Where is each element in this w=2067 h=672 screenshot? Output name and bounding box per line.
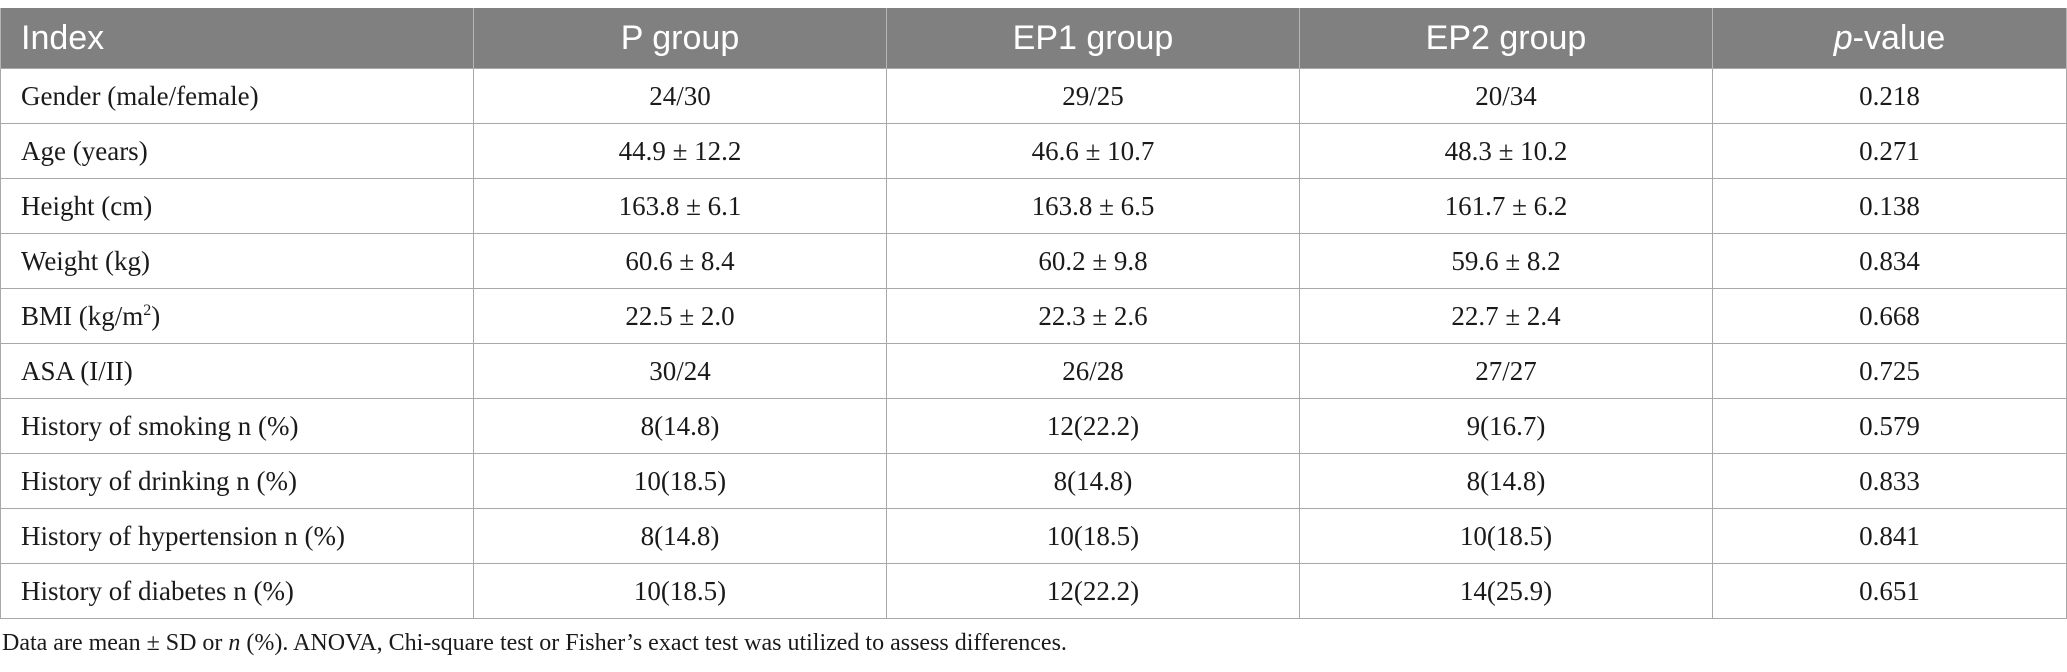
ep2-group-cell: 9(16.7)	[1299, 398, 1713, 454]
row-index-cell: BMI (kg/m2)	[0, 288, 474, 344]
ep2-group-cell: 8(14.8)	[1299, 453, 1713, 509]
ep2-group-cell: 48.3 ± 10.2	[1299, 123, 1713, 179]
ep1-group-cell: 26/28	[886, 343, 1300, 399]
p-group-cell: 24/30	[473, 68, 887, 124]
p-value-cell: 0.841	[1712, 508, 2067, 564]
p-value-cell: 0.271	[1712, 123, 2067, 179]
footnote-n-italic: n	[228, 630, 241, 656]
p-group-cell: 163.8 ± 6.1	[473, 178, 887, 234]
p-group-cell: 60.6 ± 8.4	[473, 233, 887, 289]
baseline-characteristics-table: Index P group EP1 group EP2 group p-valu…	[0, 8, 2067, 619]
row-index-cell: History of smoking n (%)	[0, 398, 474, 454]
header-p-value: p-value	[1712, 8, 2067, 69]
ep2-group-cell: 14(25.9)	[1299, 563, 1713, 619]
table-row: Height (cm) 163.8 ± 6.1 163.8 ± 6.5 161.…	[0, 178, 2067, 234]
footnote-text-2: (%). ANOVA, Chi-square test or Fisher’s …	[240, 630, 1067, 656]
ep2-group-cell: 161.7 ± 6.2	[1299, 178, 1713, 234]
p-group-cell: 8(14.8)	[473, 508, 887, 564]
ep1-group-cell: 60.2 ± 9.8	[886, 233, 1300, 289]
table-row: History of smoking n (%) 8(14.8) 12(22.2…	[0, 398, 2067, 454]
row-index-cell: History of hypertension n (%)	[0, 508, 474, 564]
header-ep2-group: EP2 group	[1299, 8, 1713, 69]
ep2-group-cell: 10(18.5)	[1299, 508, 1713, 564]
ep2-group-cell: 59.6 ± 8.2	[1299, 233, 1713, 289]
header-index: Index	[0, 8, 474, 69]
row-index-cell: ASA (I/II)	[0, 343, 474, 399]
p-value-cell: 0.834	[1712, 233, 2067, 289]
bmi-label-suffix: )	[151, 300, 161, 331]
ep1-group-cell: 12(22.2)	[886, 563, 1300, 619]
row-index-cell: Height (cm)	[0, 178, 474, 234]
header-ep1-group: EP1 group	[886, 8, 1300, 69]
header-p-group: P group	[473, 8, 887, 69]
table-header-row: Index P group EP1 group EP2 group p-valu…	[0, 8, 2067, 69]
p-group-cell: 30/24	[473, 343, 887, 399]
p-group-cell: 8(14.8)	[473, 398, 887, 454]
ep1-group-cell: 22.3 ± 2.6	[886, 288, 1300, 344]
table-row: Weight (kg) 60.6 ± 8.4 60.2 ± 9.8 59.6 ±…	[0, 233, 2067, 289]
table-row: Age (years) 44.9 ± 12.2 46.6 ± 10.7 48.3…	[0, 123, 2067, 179]
p-group-cell: 22.5 ± 2.0	[473, 288, 887, 344]
ep2-group-cell: 20/34	[1299, 68, 1713, 124]
ep1-group-cell: 12(22.2)	[886, 398, 1300, 454]
row-index-cell: Gender (male/female)	[0, 68, 474, 124]
table-row: History of drinking n (%) 10(18.5) 8(14.…	[0, 453, 2067, 509]
p-group-cell: 10(18.5)	[473, 453, 887, 509]
header-p-value-italic: p	[1833, 18, 1853, 57]
table-row: History of diabetes n (%) 10(18.5) 12(22…	[0, 563, 2067, 619]
ep1-group-cell: 163.8 ± 6.5	[886, 178, 1300, 234]
p-value-cell: 0.218	[1712, 68, 2067, 124]
p-value-cell: 0.833	[1712, 453, 2067, 509]
baseline-characteristics-table-container: Index P group EP1 group EP2 group p-valu…	[0, 8, 2067, 619]
p-value-cell: 0.651	[1712, 563, 2067, 619]
p-value-cell: 0.725	[1712, 343, 2067, 399]
bmi-label-superscript: 2	[143, 301, 152, 319]
ep2-group-cell: 22.7 ± 2.4	[1299, 288, 1713, 344]
table-row: ASA (I/II) 30/24 26/28 27/27 0.725	[0, 343, 2067, 399]
ep1-group-cell: 29/25	[886, 68, 1300, 124]
p-group-cell: 10(18.5)	[473, 563, 887, 619]
p-group-cell: 44.9 ± 12.2	[473, 123, 887, 179]
header-p-value-suffix: -value	[1852, 18, 1946, 57]
row-index-cell: Age (years)	[0, 123, 474, 179]
ep1-group-cell: 46.6 ± 10.7	[886, 123, 1300, 179]
p-value-cell: 0.138	[1712, 178, 2067, 234]
table-row: BMI (kg/m2) 22.5 ± 2.0 22.3 ± 2.6 22.7 ±…	[0, 288, 2067, 344]
ep1-group-cell: 10(18.5)	[886, 508, 1300, 564]
row-index-cell: History of diabetes n (%)	[0, 563, 474, 619]
bmi-label-prefix: BMI (kg/m	[21, 300, 144, 331]
table-footnote: Data are mean ± SD or n (%). ANOVA, Chi-…	[2, 630, 1067, 657]
ep2-group-cell: 27/27	[1299, 343, 1713, 399]
p-value-cell: 0.668	[1712, 288, 2067, 344]
ep1-group-cell: 8(14.8)	[886, 453, 1300, 509]
row-index-cell: History of drinking n (%)	[0, 453, 474, 509]
p-value-cell: 0.579	[1712, 398, 2067, 454]
table-row: History of hypertension n (%) 8(14.8) 10…	[0, 508, 2067, 564]
row-index-cell: Weight (kg)	[0, 233, 474, 289]
footnote-text-1: Data are mean ± SD or	[2, 630, 229, 656]
table-row: Gender (male/female) 24/30 29/25 20/34 0…	[0, 68, 2067, 124]
